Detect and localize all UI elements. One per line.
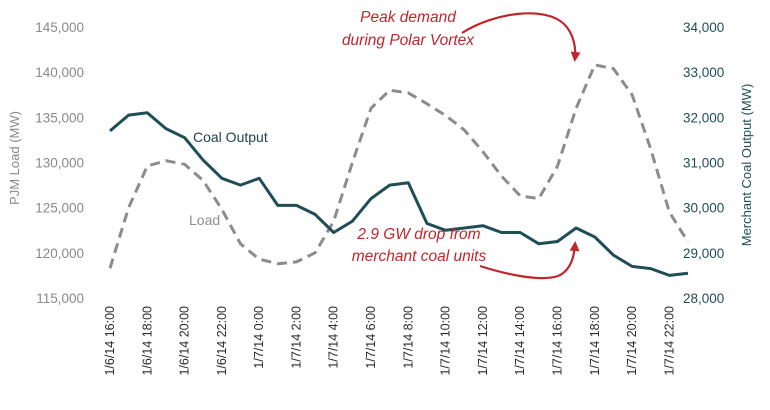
x-tick-label: 1/7/14 2:00 — [290, 306, 304, 369]
x-tick-label: 1/7/14 14:00 — [513, 306, 527, 376]
y-right-tick-label: 31,000 — [683, 156, 724, 171]
annotation-peak-demand: Peak demand during Polar Vortex — [342, 9, 581, 62]
y-left-tick-label: 135,000 — [35, 110, 84, 125]
y-right-tick-label: 29,000 — [683, 246, 724, 261]
series-label-load: Load — [189, 212, 220, 228]
y-right-tick-label: 32,000 — [683, 110, 724, 125]
x-tick-label: 1/7/14 10:00 — [439, 306, 453, 376]
y-left-tick-label: 130,000 — [35, 156, 84, 171]
y-axis-right-title: Merchant Coal Output (MW) — [739, 84, 754, 247]
x-axis-ticks: 1/6/14 16:00 1/6/14 18:00 1/6/14 20:00 1/6/… — [103, 306, 676, 376]
series-line-load — [108, 63, 690, 269]
annotation-arrow-peak-demand — [461, 12, 581, 62]
y-left-tick-label: 125,000 — [35, 201, 84, 216]
x-tick-label: 1/6/14 16:00 — [103, 306, 117, 376]
y-left-tick-label: 115,000 — [36, 291, 84, 306]
y-axis-left-title: PJM Load (MW) — [7, 111, 22, 205]
x-tick-label: 1/7/14 16:00 — [551, 306, 565, 376]
y-axis-left-ticks: 115,000 120,000 125,000 130,000 135,000 140,0… — [35, 20, 84, 306]
annotation-peak-demand-line-2: during Polar Vortex — [342, 32, 475, 49]
y-right-tick-label: 33,000 — [683, 65, 724, 80]
y-left-tick-label: 145,000 — [35, 20, 84, 35]
y-right-tick-label: 28,000 — [683, 291, 724, 306]
y-left-tick-label: 140,000 — [35, 65, 84, 80]
series-line-coal-output — [109, 111, 689, 277]
x-tick-label: 1/7/14 12:00 — [476, 306, 490, 376]
x-tick-label: 1/7/14 0:00 — [252, 306, 266, 369]
x-tick-label: 1/7/14 18:00 — [588, 306, 602, 376]
y-left-tick-label: 120,000 — [35, 246, 84, 261]
x-tick-label: 1/7/14 20:00 — [625, 306, 639, 376]
y-axis-right-ticks: 28,000 29,000 30,000 31,000 32,000 33,000 34,0… — [683, 20, 724, 306]
x-tick-label: 1/7/14 8:00 — [401, 306, 415, 369]
annotation-coal-drop-line-1: 2.9 GW drop from — [356, 226, 480, 243]
x-tick-label: 1/7/14 22:00 — [662, 306, 676, 376]
x-tick-label: 1/6/14 22:00 — [215, 306, 229, 376]
x-tick-label: 1/6/14 18:00 — [140, 306, 154, 376]
y-right-tick-label: 34,000 — [683, 20, 724, 35]
y-right-tick-label: 30,000 — [683, 201, 724, 216]
x-tick-label: 1/7/14 4:00 — [327, 306, 341, 369]
x-tick-label: 1/7/14 6:00 — [364, 306, 378, 369]
annotation-coal-drop-line-2: merchant coal units — [352, 248, 487, 265]
annotation-arrow-coal-drop — [479, 241, 580, 280]
annotation-peak-demand-line-1: Peak demand — [360, 9, 457, 26]
series-label-coal-output: Coal Output — [193, 129, 268, 145]
annotation-coal-drop: 2.9 GW drop from merchant coal units — [352, 226, 580, 280]
x-tick-label: 1/6/14 20:00 — [178, 306, 192, 376]
